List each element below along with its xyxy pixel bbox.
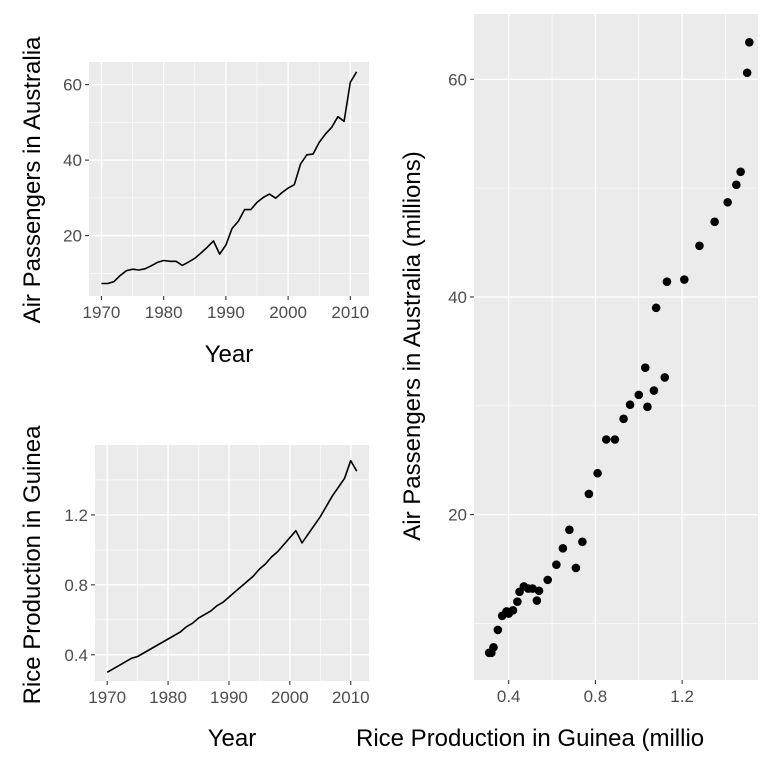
scatter-gridlines [474,14,758,680]
rice-panel-background [95,445,369,681]
scatter-point [584,489,594,499]
x-tick-label: 1980 [149,688,187,707]
scatter-point [489,643,498,652]
scatter-points [484,37,754,658]
y-tick-label: 60 [448,70,467,89]
x-tick-label: 1.2 [670,687,694,706]
scatter-point [745,37,754,47]
scatter-point [679,275,689,284]
y-tick-label: 40 [63,151,82,170]
scatter-point [643,402,652,412]
air-passengers-line-chart: 1970 1980 1990 2000 2010 20 40 60 Year Air Pass… [19,36,369,368]
rice-x-axis-title: Year [208,725,257,752]
scatter-point [736,167,745,177]
x-tick-label: 1990 [210,688,248,707]
scatter-point [710,217,719,227]
scatter-point [723,197,732,207]
rice-production-line-chart: 1970 1980 1990 2000 2010 0.4 0.8 1.2 Year Rice … [19,425,370,752]
scatter-point [528,584,537,593]
scatter-point [532,596,542,605]
y-tick-label: 40 [448,288,467,307]
scatter-point [660,373,670,382]
y-tick-label: 0.8 [64,576,88,595]
rice-y-axis-title: Rice Production in Guinea [19,425,46,704]
scatter-point [593,468,602,478]
scatter-point [552,560,561,569]
air-y-axis-title: Air Passengers in Australia [19,36,46,323]
scatter-point [508,606,518,615]
x-tick-label: 2000 [271,688,309,707]
scatter-point [662,277,672,287]
scatter-point [558,544,568,553]
scatter-point [578,537,587,547]
air-axis-ticks: 1970 1980 1990 2000 2010 20 40 60 [63,76,369,322]
x-tick-label: 1980 [145,303,183,322]
x-tick-label: 1970 [88,688,126,707]
scatter-axis-ticks: 0.4 0.8 1.2 20 40 60 [448,70,694,706]
x-tick-label: 1990 [207,303,245,322]
scatter-x-axis-title: Rice Production in Guinea (millio [356,725,704,752]
scatter-point [695,241,704,251]
scatter-point [543,575,553,585]
x-tick-label: 0.4 [497,687,521,706]
rice-axis-ticks: 1970 1980 1990 2000 2010 0.4 0.8 1.2 [64,506,369,707]
scatter-point [493,625,503,635]
scatter-point [601,435,611,444]
scatter-point [619,414,628,424]
air-x-axis-title: Year [205,341,254,368]
air-panel-background [89,62,369,296]
y-tick-label: 20 [63,227,82,246]
rice-series-line [106,459,358,673]
scatter-point [625,400,635,409]
x-tick-label: 2010 [332,688,370,707]
scatter-point [610,435,620,444]
y-tick-label: 1.2 [64,506,88,525]
air-series-line [101,71,358,285]
scatter-point [565,525,574,535]
scatter-point [640,363,650,372]
scatter-point [732,180,741,190]
x-tick-label: 2000 [269,303,307,322]
y-tick-label: 0.4 [64,646,88,665]
y-tick-label: 60 [63,76,82,95]
scatter-point [534,586,544,596]
scatter-point [649,386,659,395]
air-line-path [101,71,358,285]
passengers-vs-rice-scatter-chart: 0.4 0.8 1.2 20 40 60 Rice Production in Guine… [356,14,758,752]
x-tick-label: 0.8 [584,687,608,706]
scatter-panel-background [474,14,758,680]
y-tick-label: 20 [448,506,467,525]
scatter-point [513,597,522,606]
scatter-point [634,390,644,400]
scatter-point [651,303,661,313]
scatter-point [571,563,581,573]
scatter-y-axis-title: Air Passengers in Australia (millions) [399,151,426,540]
x-tick-label: 2010 [331,303,369,322]
x-tick-label: 1970 [83,303,121,322]
rice-line-path [106,459,358,673]
scatter-point [742,68,752,78]
